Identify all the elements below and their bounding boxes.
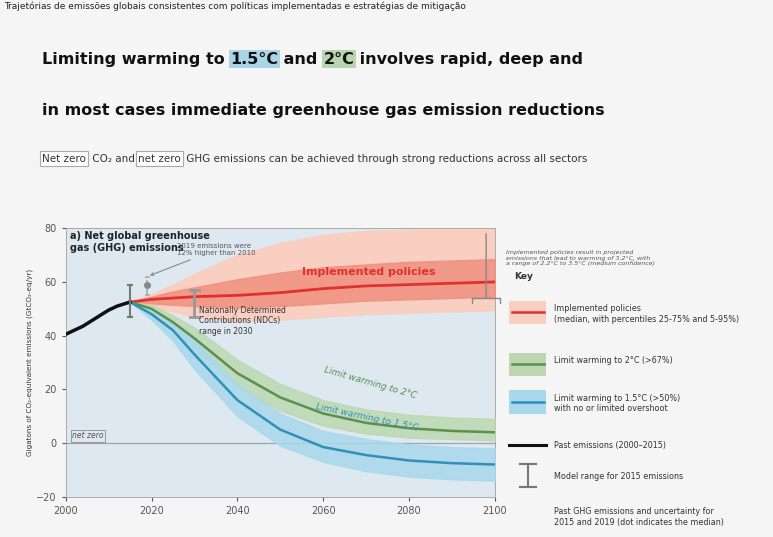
Text: Nationally Determined
Contributions (NDCs)
range in 2030: Nationally Determined Contributions (NDC… <box>199 306 285 336</box>
FancyBboxPatch shape <box>509 353 547 376</box>
Text: Limiting warming to: Limiting warming to <box>42 52 230 67</box>
Text: Trajetórias de emissões globais consistentes com políticas implementadas e estra: Trajetórias de emissões globais consiste… <box>4 2 466 11</box>
Text: Past GHG emissions and uncertainty for
2015 and 2019 (dot indicates the median): Past GHG emissions and uncertainty for 2… <box>554 507 724 527</box>
Text: Limit warming to 2°C: Limit warming to 2°C <box>323 366 417 401</box>
Text: net zero: net zero <box>138 154 181 164</box>
Text: 2°C: 2°C <box>323 52 354 67</box>
Text: Implemented policies: Implemented policies <box>301 267 435 277</box>
Text: Net zero: Net zero <box>42 154 86 164</box>
FancyBboxPatch shape <box>509 390 547 414</box>
Text: 2019 emissions were
12% higher than 2010: 2019 emissions were 12% higher than 2010 <box>151 243 256 275</box>
Text: Implemented policies result in projected
emissions that lead to warming of 3.2°C: Implemented policies result in projected… <box>506 250 656 266</box>
Text: 1.5°C: 1.5°C <box>230 52 278 67</box>
Text: a) Net global greenhouse
gas (GHG) emissions: a) Net global greenhouse gas (GHG) emiss… <box>70 231 210 252</box>
Text: CO₂ and: CO₂ and <box>89 154 138 164</box>
Text: net zero: net zero <box>72 431 104 440</box>
FancyBboxPatch shape <box>509 301 547 324</box>
Text: in most cases immediate greenhouse gas emission reductions: in most cases immediate greenhouse gas e… <box>42 103 604 118</box>
Text: Key: Key <box>514 272 533 281</box>
Text: Implemented policies
(median, with percentiles 25-75% and 5-95%): Implemented policies (median, with perce… <box>554 304 739 324</box>
Text: Past emissions (2000–2015): Past emissions (2000–2015) <box>554 441 666 450</box>
Text: Limit warming to 1.5°C: Limit warming to 1.5°C <box>315 402 418 433</box>
Y-axis label: Gigatons of CO₂-equivalent emissions (GtCO₂-eq/yr): Gigatons of CO₂-equivalent emissions (Gt… <box>27 269 33 456</box>
Text: Limit warming to 1.5°C (>50%)
with no or limited overshoot: Limit warming to 1.5°C (>50%) with no or… <box>554 394 680 413</box>
Text: GHG emissions can be achieved through strong reductions across all sectors: GHG emissions can be achieved through st… <box>182 154 587 164</box>
Text: involves rapid, deep and: involves rapid, deep and <box>354 52 584 67</box>
Text: Limit warming to 2°C (>67%): Limit warming to 2°C (>67%) <box>554 356 673 365</box>
Text: and: and <box>278 52 323 67</box>
Text: Model range for 2015 emissions: Model range for 2015 emissions <box>554 472 683 481</box>
